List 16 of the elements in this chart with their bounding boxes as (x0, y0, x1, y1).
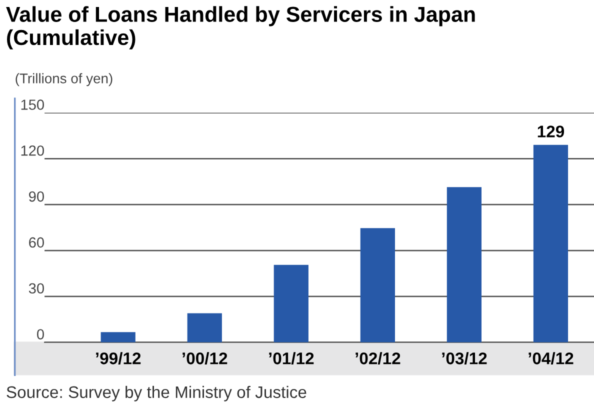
x-tick-label: ’00/12 (182, 352, 228, 364)
data-label: 129 (538, 126, 564, 138)
x-tick-label: ’03/12 (442, 352, 487, 364)
y-tick-label: 30 (28, 283, 44, 294)
y-tick-label: 120 (21, 145, 44, 156)
y-tick-label: 150 (21, 100, 44, 110)
y-tick-label: 0 (37, 329, 44, 340)
x-tick-label: ’99/12 (96, 352, 141, 364)
y-tick-label: 90 (29, 191, 44, 202)
x-tick-label: ’04/12 (528, 352, 574, 364)
y-axis-title: (Trillions of yen) (16, 73, 112, 86)
source-note: Source: Survey by the Ministry of Justice (6, 386, 306, 402)
x-tick-label: ’01/12 (269, 352, 314, 364)
chart-title: Value of Loans Handled by Servicers in Japan (Cumulative) (6, 6, 475, 50)
x-tick-label: ’02/12 (356, 352, 400, 364)
y-tick-label: 60 (29, 237, 44, 248)
